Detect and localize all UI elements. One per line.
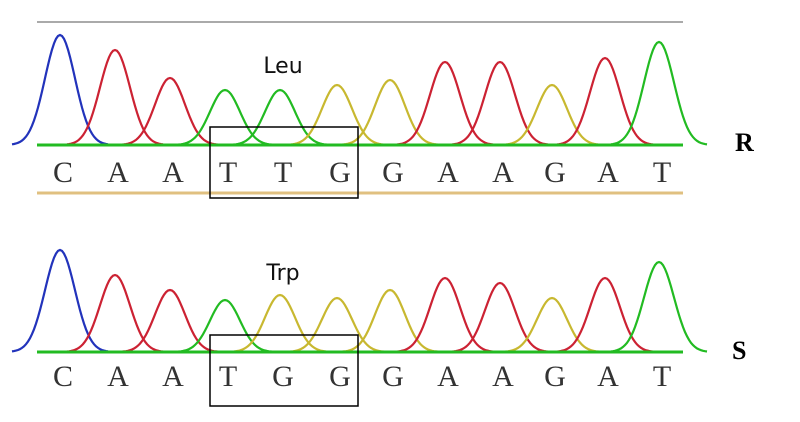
base-call: C <box>53 156 73 189</box>
codon-box <box>209 126 359 199</box>
peak <box>610 260 708 353</box>
base-call: A <box>107 360 129 393</box>
base-call: A <box>162 360 184 393</box>
peak <box>121 288 219 353</box>
peak <box>503 296 601 353</box>
base-call: T <box>274 156 292 189</box>
base-call: A <box>162 156 184 189</box>
base-call: A <box>437 360 459 393</box>
peak <box>66 48 164 146</box>
peak <box>451 281 549 353</box>
base-call: G <box>329 360 351 393</box>
peak <box>121 76 219 146</box>
codon-label: Leu <box>263 54 302 79</box>
base-call: A <box>492 360 514 393</box>
base-call: G <box>382 360 404 393</box>
peak <box>503 83 601 146</box>
peak <box>176 88 274 146</box>
peak <box>396 276 494 353</box>
base-call: G <box>329 156 351 189</box>
base-call: T <box>653 156 671 189</box>
peak <box>451 60 549 146</box>
base-call: G <box>544 360 566 393</box>
base-call: G <box>382 156 404 189</box>
peak <box>66 273 164 353</box>
peak <box>556 276 654 353</box>
peak <box>610 40 708 146</box>
peak <box>231 293 329 353</box>
base-call: A <box>107 156 129 189</box>
base-call: T <box>219 156 237 189</box>
base-call: A <box>437 156 459 189</box>
peak <box>288 83 386 146</box>
base-call: T <box>653 360 671 393</box>
base-call: C <box>53 360 73 393</box>
peak <box>231 88 329 146</box>
base-call: A <box>597 360 619 393</box>
peak <box>556 56 654 146</box>
peak <box>11 248 109 353</box>
codon-box <box>209 334 359 407</box>
peak <box>288 296 386 353</box>
base-call: A <box>492 156 514 189</box>
codon-label: Trp <box>265 261 299 286</box>
peak <box>396 60 494 146</box>
base-call: T <box>219 360 237 393</box>
peak <box>341 288 439 353</box>
peak <box>11 33 109 146</box>
base-call: G <box>544 156 566 189</box>
peak <box>176 298 274 353</box>
sample-label: S <box>732 336 746 365</box>
base-call: A <box>597 156 619 189</box>
sample-label: R <box>735 128 754 157</box>
base-call: G <box>272 360 294 393</box>
